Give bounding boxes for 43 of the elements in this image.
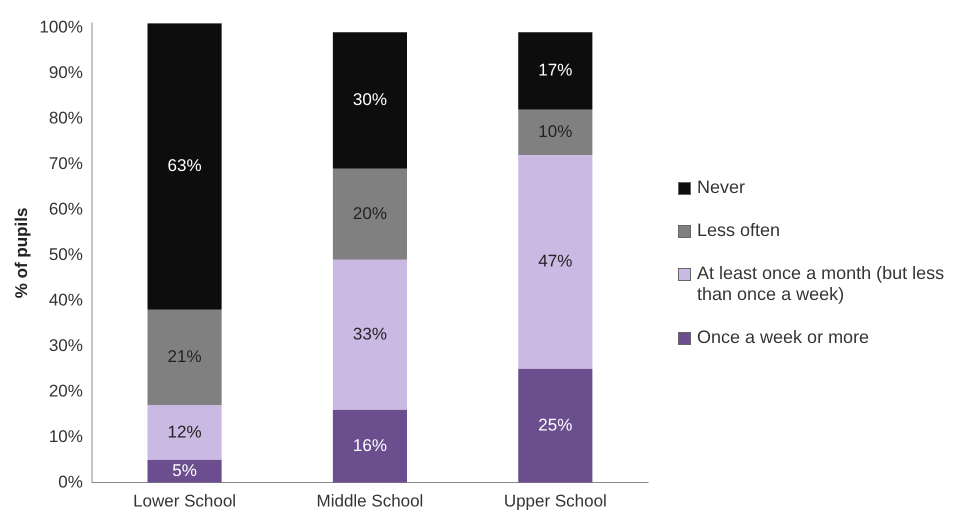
bar — [332, 168, 408, 260]
data-label: 5% — [172, 460, 197, 480]
legend-label: Less often — [697, 220, 780, 241]
data-label: 63% — [168, 156, 202, 176]
x-tick-label: Upper School — [504, 491, 607, 510]
y-tick-label: 70% — [48, 154, 83, 173]
data-label: 20% — [352, 204, 387, 223]
bar — [147, 460, 222, 483]
bar — [518, 32, 592, 110]
y-tick-label: 40% — [48, 290, 83, 310]
y-tick-label: 50% — [48, 244, 83, 264]
y-tick-label: 60% — [48, 199, 83, 218]
bar — [147, 405, 222, 460]
data-label: 47% — [538, 252, 572, 271]
bar — [332, 32, 408, 169]
x-tick-label: Lower School — [133, 491, 236, 510]
y-tick-label: 10% — [48, 426, 83, 446]
data-label: 12% — [168, 422, 202, 442]
y-tick-label: 30% — [48, 336, 83, 355]
data-label: 25% — [538, 415, 572, 434]
bar — [332, 410, 408, 483]
data-label: 30% — [352, 90, 387, 110]
data-label: 33% — [352, 324, 387, 344]
y-tick-label: 0% — [58, 472, 83, 492]
x-tick-label: Middle School — [316, 491, 424, 510]
legend-label: Never — [697, 177, 746, 198]
legend-label: Once a week or more — [697, 327, 870, 348]
bar — [332, 260, 408, 410]
y-axis-title: % of pupils — [12, 208, 31, 298]
bar — [147, 23, 222, 310]
legend-label: At least once a month (but less than once a week) — [697, 263, 946, 305]
data-label: 16% — [352, 436, 387, 455]
data-label: 21% — [168, 347, 202, 366]
bar — [518, 368, 592, 483]
data-label: 10% — [538, 122, 572, 142]
bar — [147, 310, 222, 406]
y-tick-label: 90% — [48, 62, 83, 82]
y-tick-label: 20% — [48, 381, 83, 400]
y-tick-label: 80% — [48, 108, 83, 128]
y-tick-label: 100% — [39, 17, 83, 36]
bar — [518, 110, 592, 156]
data-label: 17% — [538, 60, 572, 80]
bar — [518, 155, 592, 369]
